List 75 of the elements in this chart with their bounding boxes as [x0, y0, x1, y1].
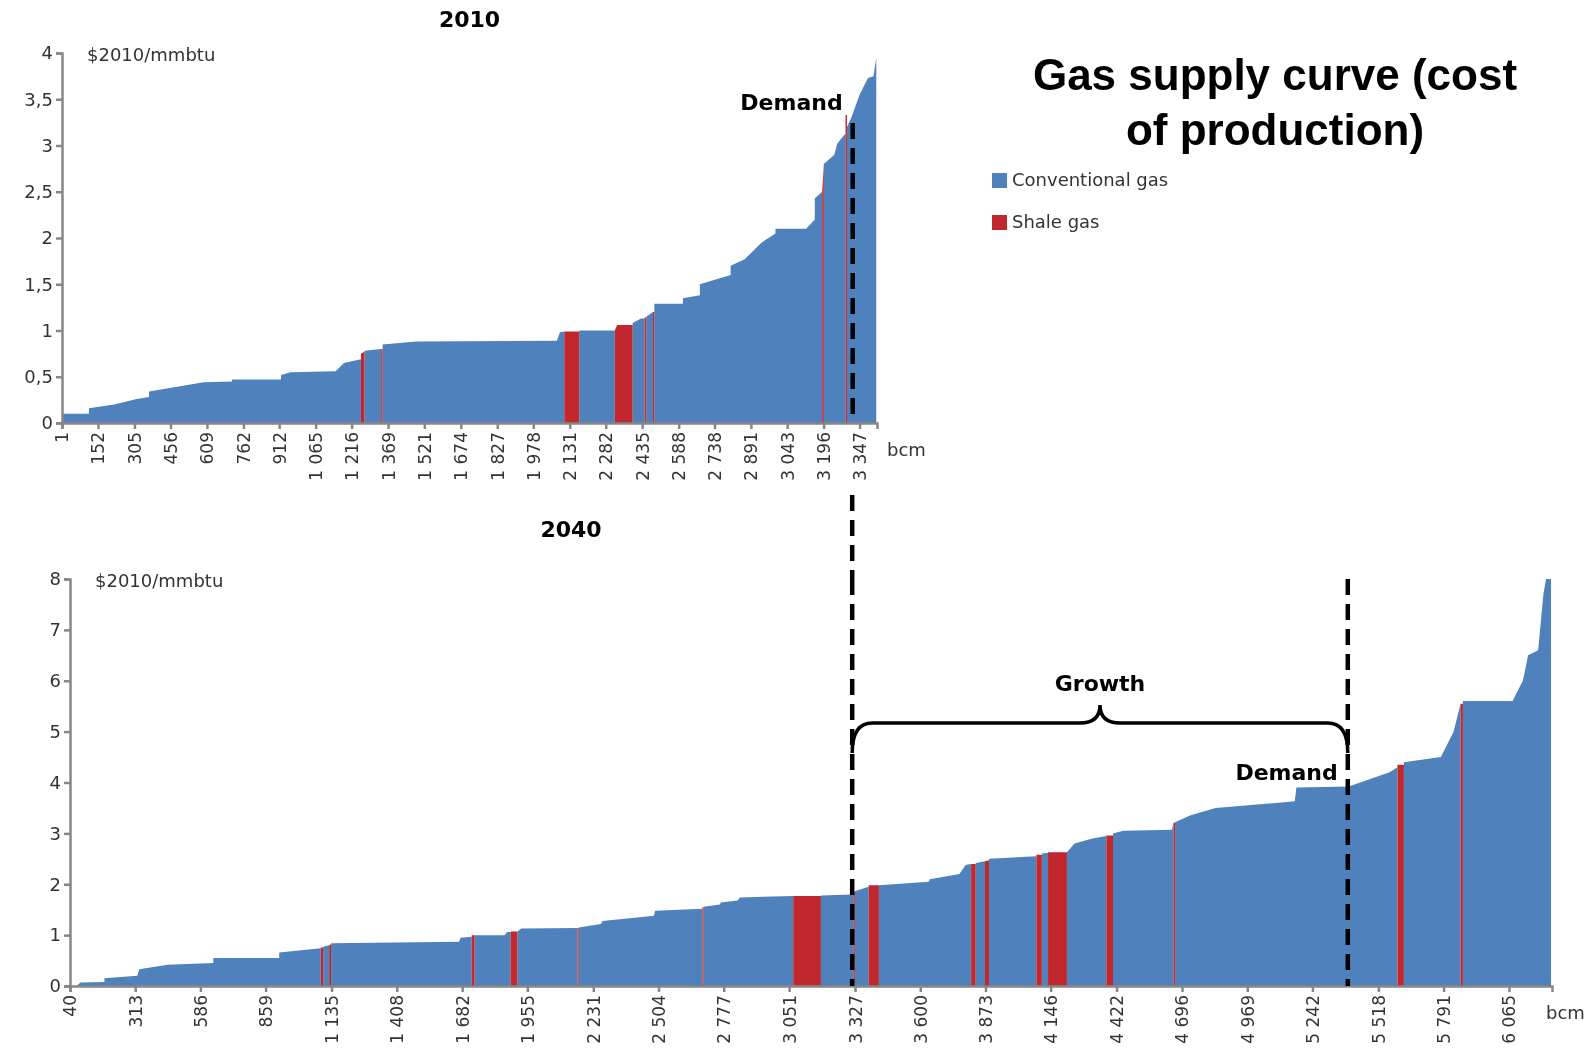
chart-title: 2040 — [540, 517, 602, 542]
y-tick-label: 3 — [49, 822, 61, 844]
x-tick-label: 4 422 — [1107, 995, 1128, 1044]
y-axis-title: $2010/mmbtu — [95, 570, 224, 591]
x-tick-label: 762 — [233, 432, 254, 465]
x-axis-title: bcm — [887, 439, 926, 460]
x-tick-label: 1 827 — [487, 432, 508, 481]
y-tick-label: 6 — [49, 670, 61, 692]
y-tick-label: 1 — [41, 319, 53, 341]
ref-line-label: Demand — [740, 89, 843, 115]
y-tick-label: 4 — [41, 42, 53, 64]
y-tick-label: 2,5 — [24, 181, 53, 203]
annotation: Growth — [1054, 671, 1146, 696]
y-tick-label: 3,5 — [24, 88, 53, 110]
x-tick-label: 313 — [125, 995, 146, 1028]
y-tick-label: 2 — [49, 873, 61, 895]
x-tick-label: 912 — [269, 432, 290, 465]
x-tick-label: 3 043 — [777, 432, 798, 481]
x-tick-label: 305 — [124, 432, 145, 465]
y-tick-label: 0,5 — [24, 366, 53, 388]
chart-title: 2010 — [438, 7, 501, 32]
x-tick-label: 3 347 — [850, 432, 871, 481]
y-tick-label: 0 — [41, 412, 53, 434]
text: Gas supply curve (cost of production) — [1032, 50, 1518, 154]
x-tick-label: 2 231 — [583, 995, 604, 1044]
x-tick-label: 2 435 — [632, 432, 653, 481]
y-tick-label: 8 — [49, 568, 61, 590]
x-tick-label: 1 978 — [523, 432, 544, 481]
y-tick-label: 2 — [41, 227, 53, 249]
ref-line-label: Demand — [1235, 759, 1338, 785]
y-tick-label: 3 — [41, 134, 53, 156]
legend-label: Shale gas — [1012, 211, 1100, 232]
x-tick-label: 1 674 — [451, 432, 472, 481]
x-tick-label: 1 682 — [452, 995, 473, 1044]
x-tick-label: 2 777 — [714, 995, 735, 1044]
y-tick-label: 1,5 — [24, 273, 53, 295]
x-tick-label: 3 327 — [845, 995, 866, 1044]
x-tick-label: 456 — [160, 432, 181, 465]
x-tick-label: 4 969 — [1237, 995, 1258, 1044]
x-tick-label: 2 891 — [741, 432, 762, 481]
x-tick-label: 586 — [190, 995, 211, 1028]
y-axis-title: $2010/mmbtu — [87, 44, 216, 65]
x-tick-label: 2 738 — [704, 432, 725, 481]
x-tick-label: 1 369 — [378, 432, 399, 481]
y-tick-label: 7 — [49, 619, 61, 641]
x-tick-label: 859 — [256, 995, 277, 1028]
x-tick-label: 3 873 — [975, 995, 996, 1044]
x-tick-label: 2 588 — [669, 432, 690, 481]
x-tick-label: 3 600 — [910, 995, 931, 1044]
legend-label: Conventional gas — [1012, 169, 1169, 190]
x-tick-label: 1 955 — [517, 995, 538, 1044]
x-tick-label: 1 408 — [387, 995, 408, 1044]
x-tick-label: 1 216 — [342, 432, 363, 481]
x-tick-label: 40 — [60, 995, 81, 1017]
x-tick-label: 4 696 — [1172, 995, 1193, 1044]
x-axis-title: bcm — [1546, 1002, 1585, 1023]
x-tick-label: 3 196 — [814, 432, 835, 481]
x-tick-label: 2 131 — [560, 432, 581, 481]
x-tick-label: 4 146 — [1041, 995, 1062, 1044]
y-tick-label: 5 — [49, 720, 61, 742]
x-tick-label: 5 791 — [1434, 995, 1455, 1044]
x-tick-label: 5 242 — [1302, 995, 1323, 1044]
y-tick-label: 0 — [49, 975, 61, 997]
y-tick-label: 1 — [49, 924, 61, 946]
x-tick-label: 2 504 — [648, 995, 669, 1044]
x-tick-label: 1 135 — [321, 995, 342, 1044]
x-tick-label: 1 065 — [306, 432, 327, 481]
x-tick-label: 609 — [197, 432, 218, 465]
x-tick-label: 2 282 — [596, 432, 617, 481]
x-tick-label: 5 518 — [1368, 995, 1389, 1044]
x-tick-label: 3 051 — [779, 995, 800, 1044]
x-tick-label: 1 521 — [414, 432, 435, 481]
x-tick-label: 152 — [88, 432, 109, 465]
y-tick-label: 4 — [49, 771, 61, 793]
x-tick-label: 6 065 — [1499, 995, 1520, 1044]
